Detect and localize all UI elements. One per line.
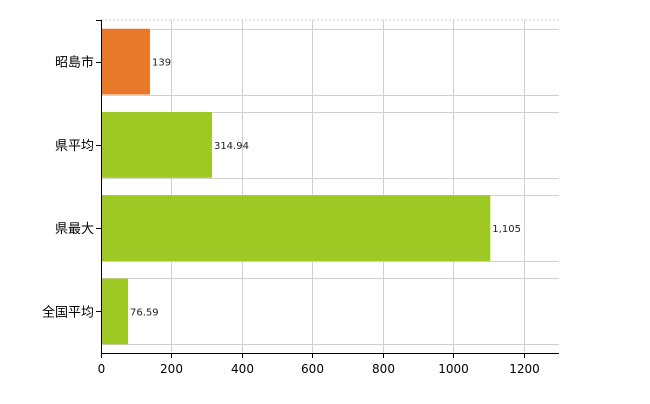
data-label: 139 [152, 58, 171, 69]
x-tick-label: 600 [301, 362, 324, 376]
x-tick-label: 1200 [509, 362, 540, 376]
data-label: 314.94 [214, 141, 249, 152]
x-tick-label: 800 [372, 362, 395, 376]
category-label: 県最大 [55, 222, 94, 237]
x-tick-label: 0 [98, 362, 106, 376]
category-label: 県平均 [55, 139, 94, 154]
bar-1 [101, 111, 212, 178]
x-tick-label: 200 [160, 362, 183, 376]
category-label: 全国平均 [42, 304, 94, 320]
category-label: 昭島市 [55, 55, 94, 71]
bar-3 [101, 278, 128, 345]
x-tick-label: 1000 [438, 362, 469, 376]
data-label: 76.59 [130, 307, 159, 318]
data-label: 1,105 [492, 224, 521, 235]
bar-0 [101, 28, 150, 95]
x-tick-label: 400 [231, 362, 254, 376]
bar-2 [101, 195, 491, 262]
